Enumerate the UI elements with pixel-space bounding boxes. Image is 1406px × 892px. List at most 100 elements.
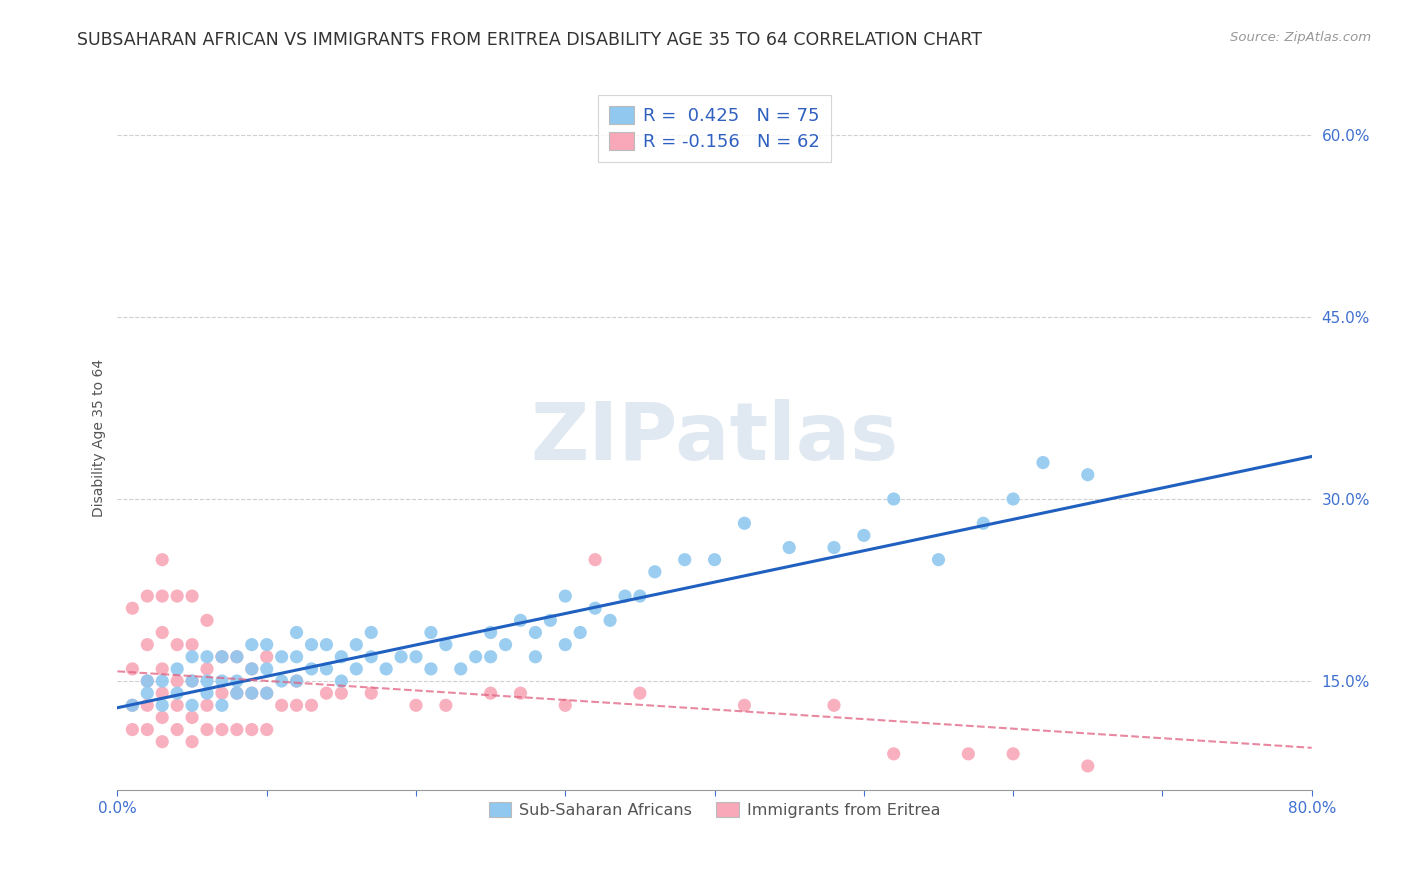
Point xyxy=(301,662,323,676)
Point xyxy=(195,662,218,676)
Point xyxy=(225,686,247,700)
Point xyxy=(211,673,233,688)
Point xyxy=(1032,456,1054,470)
Point xyxy=(166,589,188,603)
Point xyxy=(256,638,278,652)
Point xyxy=(181,649,204,664)
Point xyxy=(136,638,159,652)
Point xyxy=(554,589,576,603)
Point xyxy=(778,541,800,555)
Point xyxy=(270,649,292,664)
Point xyxy=(195,686,218,700)
Point xyxy=(121,698,143,713)
Point xyxy=(150,552,173,566)
Text: ZIPatlas: ZIPatlas xyxy=(530,400,898,477)
Point xyxy=(240,686,263,700)
Point xyxy=(211,649,233,664)
Point xyxy=(883,747,905,761)
Point xyxy=(181,698,204,713)
Point xyxy=(554,698,576,713)
Point xyxy=(136,723,159,737)
Point xyxy=(315,686,337,700)
Legend: Sub-Saharan Africans, Immigrants from Eritrea: Sub-Saharan Africans, Immigrants from Er… xyxy=(482,796,946,824)
Y-axis label: Disability Age 35 to 64: Disability Age 35 to 64 xyxy=(93,359,107,517)
Point xyxy=(628,589,651,603)
Point xyxy=(360,686,382,700)
Point xyxy=(195,613,218,627)
Point xyxy=(733,698,755,713)
Point xyxy=(434,698,457,713)
Point xyxy=(270,698,292,713)
Point xyxy=(121,698,143,713)
Point xyxy=(285,673,308,688)
Point xyxy=(1077,467,1099,482)
Point xyxy=(166,723,188,737)
Point xyxy=(181,589,204,603)
Point xyxy=(883,491,905,506)
Point xyxy=(181,673,204,688)
Point xyxy=(285,673,308,688)
Text: SUBSAHARAN AFRICAN VS IMMIGRANTS FROM ERITREA DISABILITY AGE 35 TO 64 CORRELATIO: SUBSAHARAN AFRICAN VS IMMIGRANTS FROM ER… xyxy=(77,31,983,49)
Point xyxy=(256,686,278,700)
Point xyxy=(524,625,547,640)
Point xyxy=(479,686,502,700)
Point xyxy=(405,649,427,664)
Point xyxy=(285,698,308,713)
Point xyxy=(583,552,606,566)
Point xyxy=(644,565,666,579)
Point xyxy=(225,649,247,664)
Point xyxy=(285,649,308,664)
Point xyxy=(599,613,621,627)
Point xyxy=(181,710,204,724)
Point xyxy=(389,649,412,664)
Point xyxy=(852,528,875,542)
Point xyxy=(301,698,323,713)
Text: Source: ZipAtlas.com: Source: ZipAtlas.com xyxy=(1230,31,1371,45)
Point xyxy=(733,516,755,531)
Point xyxy=(256,662,278,676)
Point xyxy=(1002,747,1025,761)
Point xyxy=(121,601,143,615)
Point xyxy=(1077,759,1099,773)
Point xyxy=(360,625,382,640)
Point xyxy=(479,649,502,664)
Point xyxy=(150,710,173,724)
Point xyxy=(524,649,547,664)
Point xyxy=(301,638,323,652)
Point xyxy=(136,698,159,713)
Point xyxy=(225,649,247,664)
Point xyxy=(181,673,204,688)
Point xyxy=(823,698,845,713)
Point xyxy=(957,747,980,761)
Point xyxy=(256,649,278,664)
Point xyxy=(136,673,159,688)
Point xyxy=(211,723,233,737)
Point xyxy=(360,649,382,664)
Point xyxy=(150,589,173,603)
Point xyxy=(195,698,218,713)
Point xyxy=(181,638,204,652)
Point xyxy=(150,735,173,749)
Point xyxy=(330,686,353,700)
Point xyxy=(181,735,204,749)
Point xyxy=(211,686,233,700)
Point xyxy=(166,662,188,676)
Point xyxy=(583,601,606,615)
Point xyxy=(225,673,247,688)
Point xyxy=(509,613,531,627)
Point xyxy=(166,698,188,713)
Point xyxy=(195,673,218,688)
Point xyxy=(509,686,531,700)
Point xyxy=(703,552,725,566)
Point xyxy=(344,638,367,652)
Point xyxy=(569,625,592,640)
Point xyxy=(256,723,278,737)
Point xyxy=(136,673,159,688)
Point xyxy=(256,686,278,700)
Point xyxy=(628,686,651,700)
Point xyxy=(330,673,353,688)
Point xyxy=(240,662,263,676)
Point xyxy=(150,662,173,676)
Point xyxy=(225,723,247,737)
Point xyxy=(121,662,143,676)
